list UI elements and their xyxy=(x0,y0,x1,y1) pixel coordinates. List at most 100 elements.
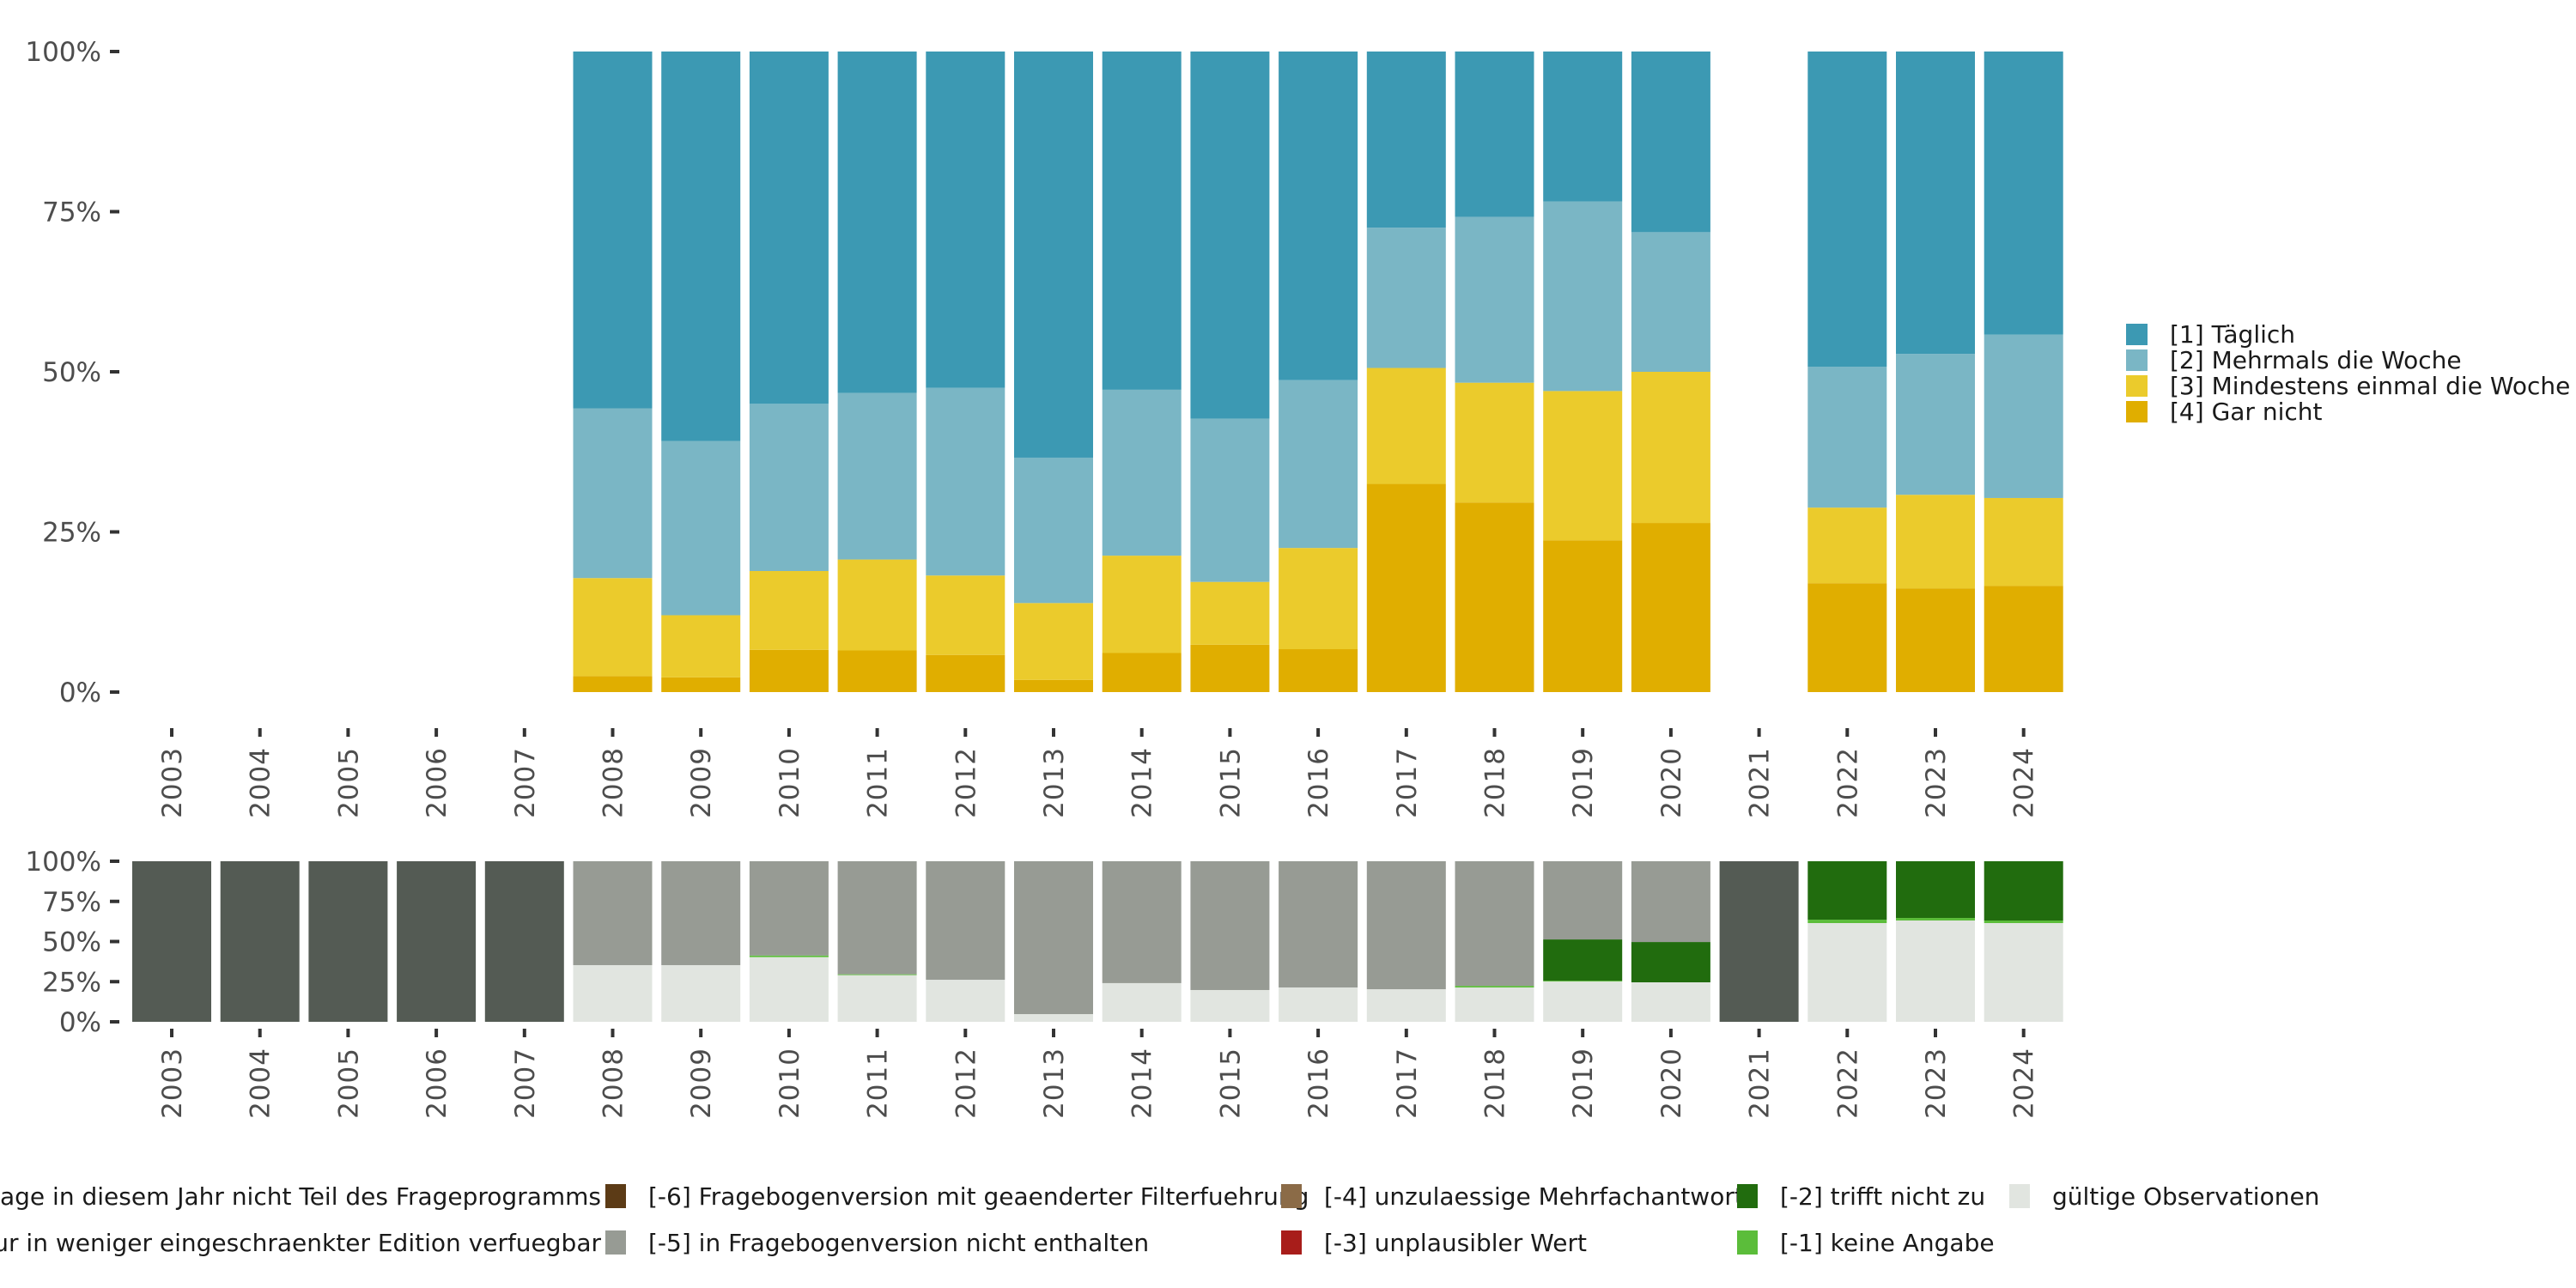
y-tick-label: 0% xyxy=(59,677,101,708)
bar-segment-2018-2 xyxy=(1455,216,1534,383)
x-tick-label: 2019 xyxy=(1568,1048,1599,1119)
x-tick-label: 2003 xyxy=(157,1048,188,1119)
bar-segment-2008-3 xyxy=(573,861,653,965)
legend-swatch xyxy=(2126,324,2148,345)
bar-segment-2014-2 xyxy=(1102,389,1182,556)
bottom-plot: 0% 25% 50% 75% 100% 2003 2004 2005 2006 2007 2008 2… xyxy=(25,847,2063,1119)
x-tick-label: 2019 xyxy=(1568,747,1599,818)
bar-segment-2020-0 xyxy=(1631,981,1710,1022)
legend-swatch xyxy=(2126,349,2148,371)
bar-segment-2016-0 xyxy=(1279,987,1358,1022)
y-tick-label: 100% xyxy=(25,37,101,68)
bar-segment-2023-3 xyxy=(1896,52,1975,355)
x-tick-label: 2007 xyxy=(510,1048,541,1119)
bar-segment-2015-3 xyxy=(1190,861,1270,990)
x-tick-label: 2008 xyxy=(598,1048,629,1119)
x-tick-label: 2013 xyxy=(1039,747,1070,818)
bar-segment-2014-1 xyxy=(1102,556,1182,653)
bar-segment-2020-0 xyxy=(1631,523,1710,692)
x-tick-label: 2012 xyxy=(951,1048,981,1119)
x-tick-label: 2006 xyxy=(422,747,453,818)
y-tick-label: 25% xyxy=(42,518,101,549)
y-tick-label: 75% xyxy=(42,887,101,918)
bar-segment-2008-0 xyxy=(573,964,653,1022)
x-tick-label: 2016 xyxy=(1303,1048,1334,1119)
bar-segment-2017-0 xyxy=(1366,483,1446,692)
legend-label: [-4] unzulaessige Mehrfachantwort xyxy=(1324,1182,1744,1211)
bar-segment-2010-0 xyxy=(749,957,829,1022)
x-tick-label: 2009 xyxy=(686,1048,717,1119)
bar-segment-2023-1 xyxy=(1896,495,1975,589)
legend-label: nur in weniger eingeschraenkter Edition … xyxy=(0,1229,601,1257)
legend-swatch xyxy=(1737,1184,1758,1208)
bar-segment-2015-0 xyxy=(1190,989,1270,1022)
bar-segment-2017-3 xyxy=(1366,861,1446,990)
bar-segment-2019-2 xyxy=(1543,939,1623,981)
bar-segment-2018-3 xyxy=(1455,861,1534,987)
bar-segment-2010-1 xyxy=(749,571,829,650)
legend-label: [1] Täglich xyxy=(2170,320,2295,349)
bar-segment-2012-0 xyxy=(926,980,1005,1022)
bar-segment-2015-1 xyxy=(1190,581,1270,645)
bar-segment-2020-2 xyxy=(1631,232,1710,372)
bar-segment-2017-3 xyxy=(1366,52,1446,228)
bar-segment-2011-3 xyxy=(837,861,917,975)
bar-segment-2009-0 xyxy=(661,677,741,692)
bar-segment-2015-3 xyxy=(1190,52,1270,419)
bar-segment-2018-3 xyxy=(1455,52,1534,217)
x-tick-label: 2022 xyxy=(1832,1048,1863,1119)
bar-segment-2022-2 xyxy=(1807,367,1887,508)
bar-segment-2003-4 xyxy=(132,861,211,1022)
bar-segment-2010-3 xyxy=(749,861,829,956)
x-tick-label: 2023 xyxy=(1921,747,1952,818)
bar-segment-2024-1 xyxy=(1984,920,2063,923)
x-tick-label: 2017 xyxy=(1392,1048,1423,1119)
top-legend: [1] Täglich[2] Mehrmals die Woche[3] Min… xyxy=(2126,320,2570,426)
bar-segment-2014-0 xyxy=(1102,653,1182,692)
x-tick-label: 2015 xyxy=(1215,747,1246,818)
bar-segment-2013-2 xyxy=(1014,457,1093,604)
bar-segment-2004-4 xyxy=(220,861,300,1022)
x-tick-label: 2018 xyxy=(1480,1048,1511,1119)
bar-segment-2009-3 xyxy=(661,52,741,441)
y-tick-label: 75% xyxy=(42,197,101,228)
x-tick-label: 2010 xyxy=(775,1048,805,1119)
bar-segment-2019-1 xyxy=(1543,391,1623,541)
x-tick-label: 2012 xyxy=(951,747,981,818)
bar-segment-2024-1 xyxy=(1984,497,2063,586)
bar-segment-2013-1 xyxy=(1014,603,1093,680)
bar-segment-2013-3 xyxy=(1014,52,1093,458)
x-tick-label: 2023 xyxy=(1921,1048,1952,1119)
x-tick-label: 2007 xyxy=(510,747,541,818)
legend-label: [-3] unplausibler Wert xyxy=(1324,1229,1587,1257)
x-tick-label: 2004 xyxy=(246,1048,276,1119)
x-tick-label: 2021 xyxy=(1745,1048,1776,1119)
bar-segment-2011-3 xyxy=(837,52,917,393)
legend-label: [3] Mindestens einmal die Woche xyxy=(2170,372,2570,400)
bar-segment-2021-4 xyxy=(1719,861,1799,1022)
bar-segment-2012-0 xyxy=(926,654,1005,692)
x-tick-label: 2011 xyxy=(863,747,894,818)
bar-segment-2012-3 xyxy=(926,52,1005,388)
bar-segment-2019-3 xyxy=(1543,861,1623,940)
bar-segment-2020-2 xyxy=(1631,942,1710,982)
legend-label: [4] Gar nicht xyxy=(2170,398,2322,426)
legend-swatch xyxy=(1281,1230,1302,1255)
bar-segment-2023-2 xyxy=(1896,861,1975,919)
bar-segment-2022-3 xyxy=(1807,52,1887,368)
bar-segment-2024-3 xyxy=(1984,52,2063,335)
bar-segment-2006-4 xyxy=(397,861,477,1022)
legend-swatch xyxy=(1737,1230,1758,1255)
bar-segment-2011-1 xyxy=(837,559,917,651)
y-tick-label: 50% xyxy=(42,927,101,958)
x-tick-label: 2016 xyxy=(1303,747,1334,818)
bar-segment-2011-0 xyxy=(837,975,917,1022)
bar-segment-2012-2 xyxy=(926,387,1005,576)
x-tick-label: 2006 xyxy=(422,1048,453,1119)
bar-segment-2022-2 xyxy=(1807,861,1887,920)
bar-segment-2016-3 xyxy=(1279,52,1358,380)
bar-segment-2024-2 xyxy=(1984,861,2063,921)
bar-segment-2016-0 xyxy=(1279,649,1358,692)
y-tick-label: 50% xyxy=(42,357,101,388)
x-tick-label: 2014 xyxy=(1127,747,1158,818)
